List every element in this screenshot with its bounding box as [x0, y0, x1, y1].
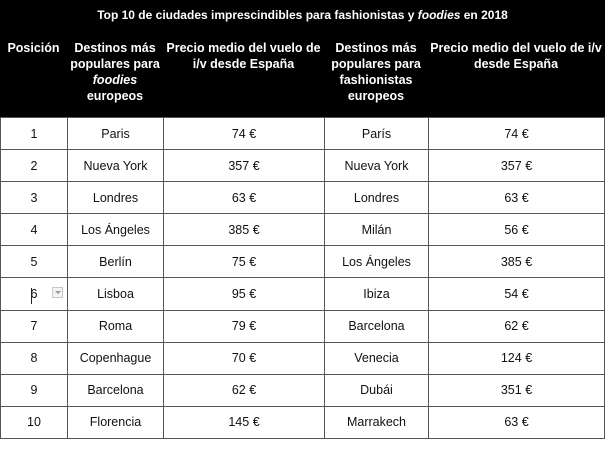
ranking-table: Top 10 de ciudades imprescindibles para …	[0, 0, 605, 439]
cell-foodie-price: 95 €	[163, 277, 325, 311]
cell-position: 3	[0, 181, 68, 215]
cell-foodie-price: 75 €	[163, 245, 325, 279]
table-row: 2 Nueva York 357 € Nueva York 357 €	[0, 149, 605, 183]
text-cursor	[31, 288, 32, 304]
caption-italic: foodies	[417, 8, 461, 22]
cell-foodie-price: 62 €	[163, 373, 325, 407]
cell-foodie-price: 63 €	[163, 181, 325, 215]
cell-foodie-price: 79 €	[163, 309, 325, 343]
cell-foodie-city: Berlín	[67, 245, 164, 279]
cell-fashion-price: 56 €	[428, 213, 605, 247]
table-body: 1 Paris 74 € París 74 €2 Nueva York 357 € Nueva…	[0, 116, 605, 439]
header-foodie-price: Precio medio del vuelo de i/v desde Espa…	[166, 41, 321, 71]
cell-foodie-city: Copenhague	[67, 341, 164, 375]
cell-dropdown-button[interactable]	[52, 287, 63, 298]
header-foodie-italic: foodies	[92, 73, 138, 87]
table-row: 7 Roma 79 € Barcelona 62 €	[0, 309, 605, 343]
cell-position: 9	[0, 373, 68, 407]
cell-foodie-price: 74 €	[163, 116, 325, 151]
cell-fashion-price: 124 €	[428, 341, 605, 375]
cell-position: 8	[0, 341, 68, 375]
cell-fashion-price: 74 €	[428, 116, 605, 151]
cell-foodie-city: Los Ángeles	[67, 213, 164, 247]
cell-fashion-price: 63 €	[428, 181, 605, 215]
header-foodie-suffix: europeos	[86, 89, 144, 103]
cell-fashion-city: Nueva York	[324, 149, 429, 183]
cell-position: 1	[0, 116, 68, 151]
cell-position: 2	[0, 149, 68, 183]
header-foodie-destinations: Destinos más populares para foodies euro…	[67, 40, 163, 104]
header-fashion-price: Precio medio del vuelo de i/v desde Espa…	[430, 41, 602, 71]
cell-fashion-price: 63 €	[428, 405, 605, 439]
header-position: Posición	[7, 41, 60, 55]
cell-foodie-city: Florencia	[67, 405, 164, 439]
cell-foodie-price: 145 €	[163, 405, 325, 439]
header-fashion-destinations: Destinos más populares para fashionistas…	[331, 41, 421, 103]
cell-foodie-price: 70 €	[163, 341, 325, 375]
cell-fashion-city: Los Ángeles	[324, 245, 429, 279]
table-header: Top 10 de ciudades imprescindibles para …	[0, 0, 605, 117]
table-caption: Top 10 de ciudades imprescindibles para …	[0, 8, 605, 22]
table-row: 9 Barcelona 62 € Dubái 351 €	[0, 373, 605, 407]
cell-fashion-city: Ibiza	[324, 277, 429, 311]
table-row: 8 Copenhague 70 € Venecia 124 €	[0, 341, 605, 375]
cell-fashion-price: 357 €	[428, 149, 605, 183]
cell-foodie-city: Lisboa	[67, 277, 164, 311]
cell-fashion-price: 62 €	[428, 309, 605, 343]
header-foodie-text: Destinos más populares para	[70, 41, 160, 71]
cell-fashion-city: Marrakech	[324, 405, 429, 439]
cell-fashion-city: Dubái	[324, 373, 429, 407]
table-row: 1 Paris 74 € París 74 €	[0, 116, 605, 151]
caption-text: Top 10 de ciudades imprescindibles para …	[97, 8, 418, 22]
cell-foodie-city: Barcelona	[67, 373, 164, 407]
caption-suffix: en 2018	[460, 8, 508, 22]
table-row: 4 Los Ángeles 385 € Milán 56 €	[0, 213, 605, 247]
cell-position: 5	[0, 245, 68, 279]
cell-position: 4	[0, 213, 68, 247]
cell-fashion-city: Venecia	[324, 341, 429, 375]
cell-fashion-price: 351 €	[428, 373, 605, 407]
table-row: 6 Lisboa 95 € Ibiza 54 €	[0, 277, 605, 311]
table-row: 10 Florencia 145 € Marrakech 63 €	[0, 405, 605, 439]
cell-foodie-city: Paris	[67, 116, 164, 151]
cell-fashion-city: Londres	[324, 181, 429, 215]
table-row: 3 Londres 63 € Londres 63 €	[0, 181, 605, 215]
cell-foodie-city: Nueva York	[67, 149, 164, 183]
cell-foodie-price: 357 €	[163, 149, 325, 183]
table-row: 5 Berlín 75 € Los Ángeles 385 €	[0, 245, 605, 279]
cell-position: 10	[0, 405, 68, 439]
cell-foodie-city: Londres	[67, 181, 164, 215]
cell-position: 7	[0, 309, 68, 343]
cell-fashion-city: Milán	[324, 213, 429, 247]
cell-fashion-price: 54 €	[428, 277, 605, 311]
cell-foodie-city: Roma	[67, 309, 164, 343]
cell-fashion-city: París	[324, 116, 429, 151]
cell-fashion-price: 385 €	[428, 245, 605, 279]
cell-foodie-price: 385 €	[163, 213, 325, 247]
cell-fashion-city: Barcelona	[324, 309, 429, 343]
